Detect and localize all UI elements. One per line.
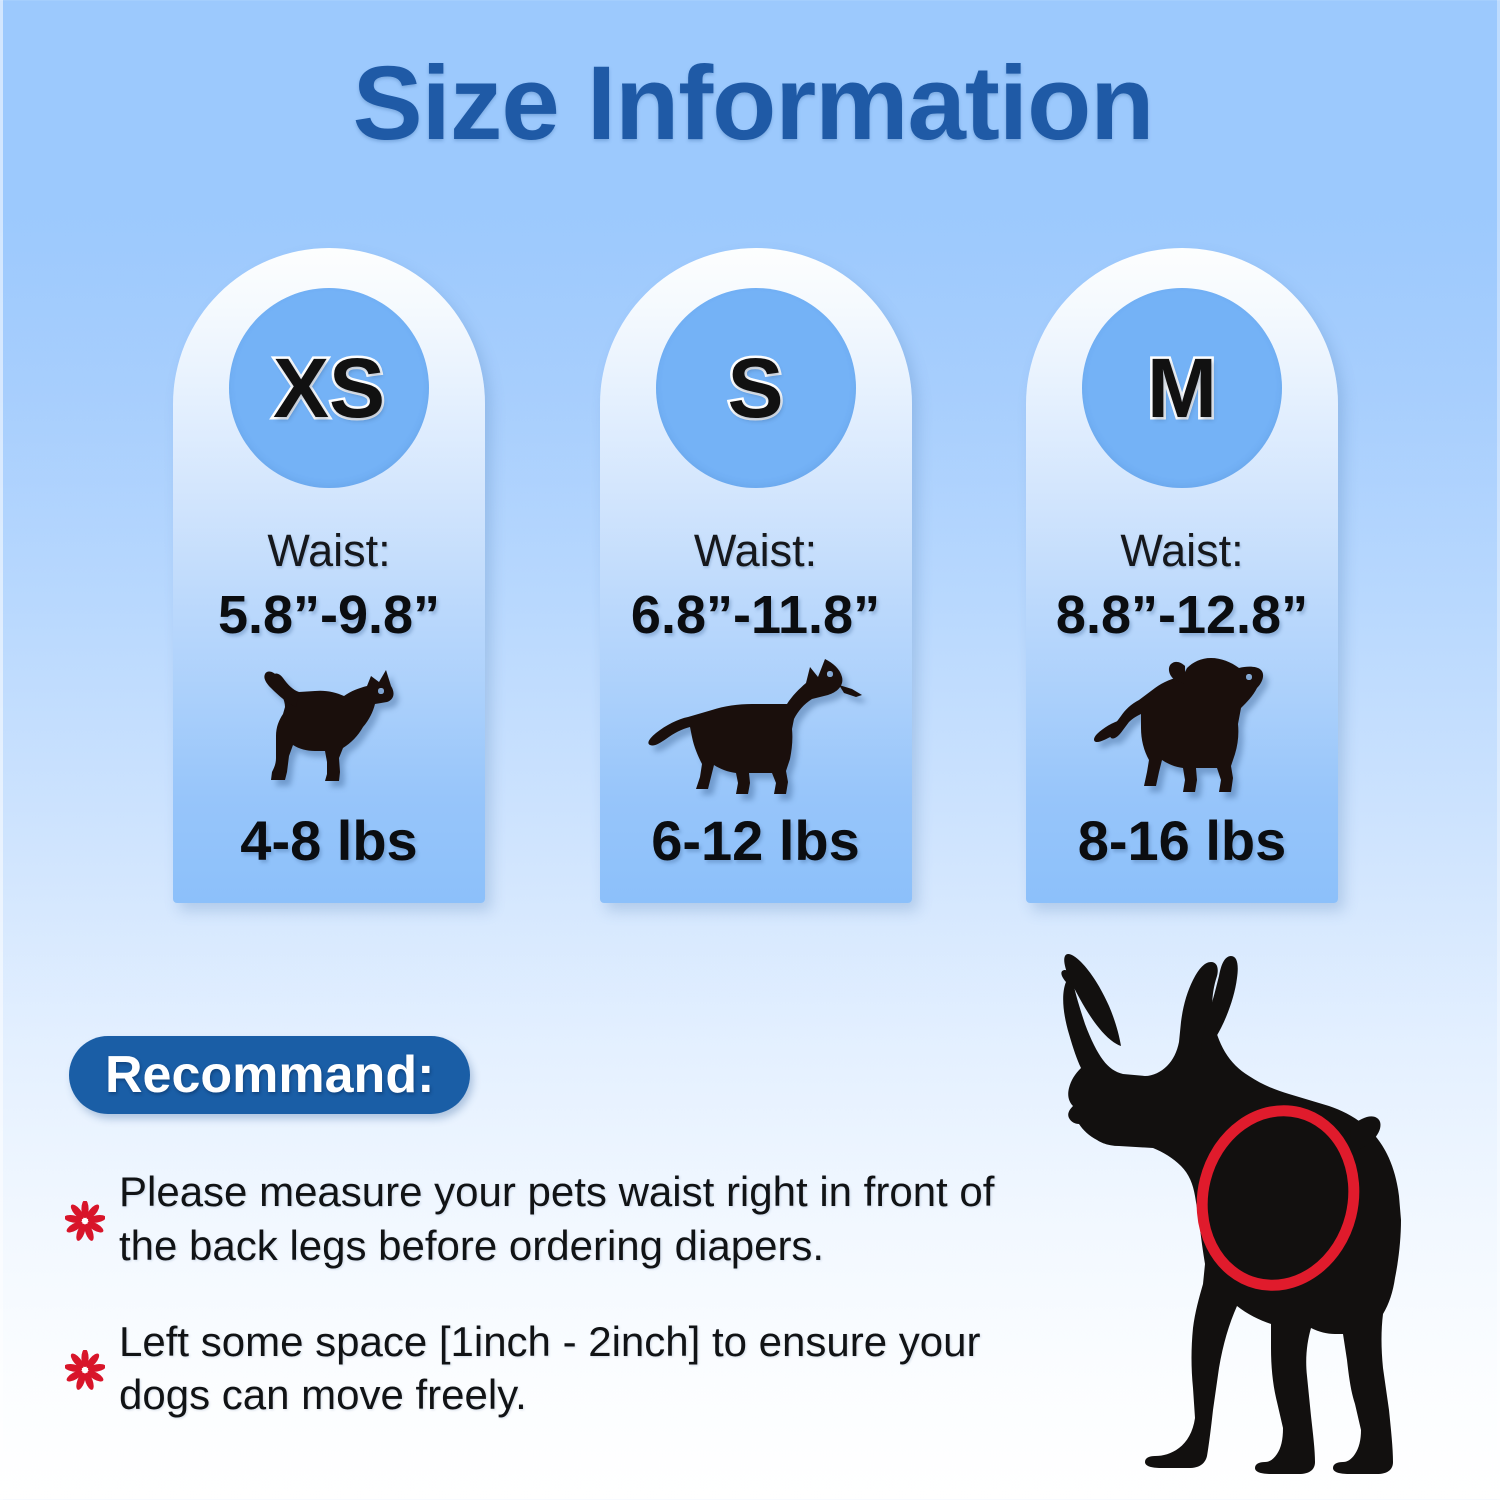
size-badge-circle-s: S (655, 288, 856, 488)
page-title: Size Information (352, 45, 1155, 162)
standing-dog-silhouette-icon (1003, 948, 1473, 1488)
note-text-space: Left some space [1inch - 2inch] to ensur… (119, 1317, 981, 1419)
note-text-measure: Please measure your pets waist right in … (119, 1168, 995, 1269)
shepherd-silhouette-icon (600, 644, 912, 813)
red-flower-bullet-icon (65, 1200, 105, 1241)
size-code-xs: XS (270, 341, 387, 435)
labrador-silhouette-icon (1026, 644, 1338, 813)
size-code-m: M (1145, 341, 1220, 435)
size-cards-row: XS Waist: 5.8”-9.8” 4-8 lbs S Waist: 6.8… (173, 248, 1338, 903)
recommand-badge: Recommand: (69, 1036, 471, 1114)
recommand-badge-label: Recommand: (105, 1046, 435, 1104)
size-card-xs[interactable]: XS Waist: 5.8”-9.8” 4-8 lbs (173, 248, 485, 903)
size-badge-circle-xs: XS (229, 288, 429, 488)
size-card-s[interactable]: S Waist: 6.8”-11.8” 6-12 lbs (599, 248, 912, 903)
waist-value-m: 8.8”-12.8” (1055, 585, 1309, 645)
waist-value-s: 6.8”-11.8” (630, 585, 881, 645)
weight-range-xs: 4-8 lbs (240, 809, 418, 872)
size-badge-circle-m: M (1082, 288, 1282, 488)
size-card-m[interactable]: M Waist: 8.8”-12.8” 8-16 lbs (1026, 248, 1338, 903)
waist-label-xs: Waist: (267, 525, 391, 576)
weight-range-m: 8-16 lbs (1077, 809, 1287, 872)
list-item: Please measure your pets waist right in … (65, 1165, 1055, 1273)
recommand-notes-list: Please measure your pets waist right in … (65, 1165, 1055, 1464)
weight-range-s: 6-12 lbs (651, 809, 860, 872)
waist-measure-ring-icon (1196, 1105, 1360, 1291)
list-item: Left some space [1inch - 2inch] to ensur… (65, 1315, 1055, 1423)
waist-label-s: Waist: (693, 525, 818, 576)
size-code-s: S (725, 341, 786, 435)
waist-value-xs: 5.8”-9.8” (217, 585, 441, 645)
chihuahua-silhouette-icon (173, 644, 485, 813)
red-flower-bullet-icon (65, 1350, 105, 1391)
waist-label-m: Waist: (1120, 525, 1244, 576)
